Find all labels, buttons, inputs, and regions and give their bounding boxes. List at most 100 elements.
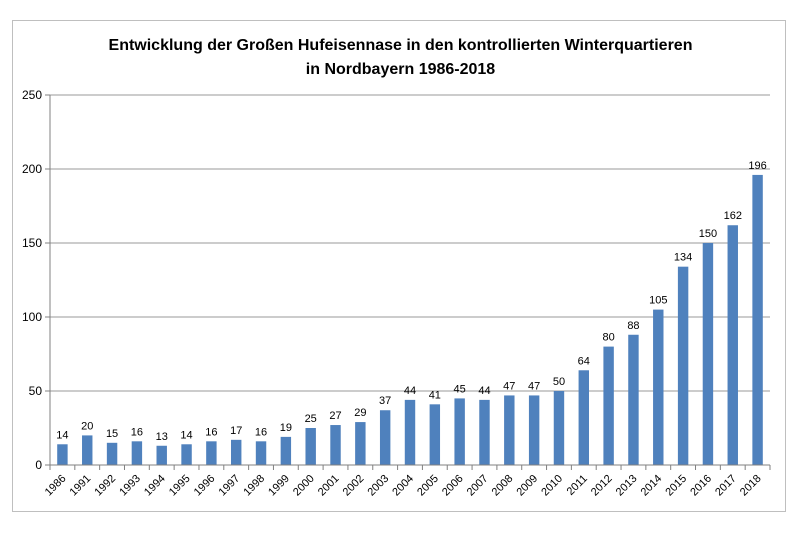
x-tick-label-1997: 1997 <box>217 473 243 499</box>
bar-1986 <box>57 444 68 465</box>
x-tick-label-1994: 1994 <box>142 473 168 499</box>
x-tick-label-2012: 2012 <box>589 473 615 499</box>
data-label-2012: 80 <box>602 332 614 344</box>
chart-title-line-2: in Nordbayern 1986-2018 <box>305 61 496 78</box>
data-label-2004: 44 <box>404 385 416 397</box>
bar-2011 <box>578 370 590 465</box>
x-tick-label-1999: 1999 <box>266 473 292 499</box>
bar-2006 <box>454 398 465 465</box>
x-tick-label-2003: 2003 <box>365 473 391 499</box>
bars <box>57 174 763 466</box>
y-tick-label-250: 250 <box>22 88 42 102</box>
bar-1999 <box>280 436 292 465</box>
x-tick-label-2018: 2018 <box>738 473 764 499</box>
x-tick-label-2017: 2017 <box>713 473 739 499</box>
bar-1991 <box>82 435 93 465</box>
y-tick-label-200: 200 <box>22 162 42 176</box>
data-label-2000: 25 <box>305 413 317 425</box>
bar-1994 <box>156 445 167 465</box>
data-label-2016: 150 <box>699 228 717 240</box>
bar-2005 <box>429 404 441 465</box>
bar-2018 <box>752 174 763 466</box>
x-tick-label-2009: 2009 <box>514 473 540 499</box>
data-labels: 14 20 15 16 13 14 16 17 16 19 25 27 29 37 44 41 45 44 47 47… <box>56 160 766 443</box>
x-tick-label-2005: 2005 <box>415 473 441 499</box>
x-tick-label-2004: 2004 <box>390 473 416 499</box>
bar-2015 <box>677 266 689 465</box>
bar-2013 <box>628 334 639 465</box>
chart-title-line-1: Entwicklung der Großen Hufeisennase in d… <box>108 37 693 54</box>
data-label-2006: 45 <box>454 383 466 395</box>
bar-1993 <box>131 441 143 465</box>
x-tick-label-2016: 2016 <box>688 473 714 499</box>
data-label-2002: 29 <box>354 407 366 419</box>
x-tick-label-1986: 1986 <box>43 473 69 499</box>
bar-2003 <box>379 410 391 465</box>
x-tick-label-2011: 2011 <box>565 473 590 498</box>
bar-2014 <box>653 309 664 465</box>
x-tick-label-1993: 1993 <box>117 473 143 499</box>
data-label-1993: 16 <box>131 426 143 438</box>
data-label-2005: 41 <box>429 389 441 401</box>
bar-2002 <box>355 422 366 465</box>
data-label-2009: 47 <box>528 380 540 392</box>
data-label-2001: 27 <box>329 410 341 422</box>
data-label-2008: 47 <box>503 380 515 392</box>
data-label-1997: 17 <box>230 425 242 437</box>
chart-title: Entwicklung der Großen Hufeisennase in d… <box>0 34 801 82</box>
bar-1998 <box>255 441 267 465</box>
y-tick-label-50: 50 <box>29 384 43 398</box>
bar-2016 <box>702 243 714 465</box>
x-tick-label-2013: 2013 <box>614 473 640 499</box>
bar-1996 <box>206 441 217 465</box>
data-label-1991: 20 <box>81 420 93 432</box>
bar-2017 <box>727 225 738 465</box>
x-tick-label-2014: 2014 <box>639 473 665 499</box>
data-label-2015: 134 <box>674 252 692 264</box>
x-tick-label-1998: 1998 <box>241 473 267 499</box>
data-label-2011: 64 <box>578 355 590 367</box>
data-label-1992: 15 <box>106 428 118 440</box>
x-tick-label-1996: 1996 <box>192 473 218 499</box>
bar-2009 <box>528 395 540 465</box>
y-axis: 0 50 100 150 200 250 <box>22 88 51 472</box>
x-tick-label-2002: 2002 <box>341 473 367 499</box>
bar-1995 <box>181 444 192 465</box>
x-tick-label-2001: 2001 <box>316 473 342 499</box>
bar-2010 <box>553 391 565 465</box>
data-label-1995: 14 <box>180 429 192 441</box>
data-label-2003: 37 <box>379 395 391 407</box>
x-tick-label-2008: 2008 <box>490 473 516 499</box>
bar-2012 <box>603 346 614 465</box>
x-tick-label-2006: 2006 <box>440 473 466 499</box>
data-label-2013: 88 <box>627 320 639 332</box>
x-tick-label-1995: 1995 <box>167 473 193 499</box>
data-label-2014: 105 <box>649 295 667 307</box>
bar-1992 <box>106 442 118 465</box>
x-tick-label-2000: 2000 <box>291 473 317 499</box>
x-axis: 1986 1991 1992 1993 1994 1995 1996 1997 1998 1999… <box>43 464 771 499</box>
bar-2004 <box>404 399 416 465</box>
y-tick-label-150: 150 <box>22 236 42 250</box>
x-tick-label-2015: 2015 <box>663 473 689 499</box>
x-tick-label-1991: 1991 <box>68 473 94 499</box>
data-label-1996: 16 <box>205 426 217 438</box>
data-label-2007: 44 <box>478 385 490 397</box>
data-label-1999: 19 <box>280 422 292 434</box>
y-tick-label-100: 100 <box>22 310 42 324</box>
bar-2007 <box>479 399 490 465</box>
data-label-1998: 16 <box>255 426 267 438</box>
data-label-1994: 13 <box>156 431 168 443</box>
gridlines <box>50 94 770 392</box>
data-label-2018: 196 <box>748 160 766 172</box>
bar-2008 <box>504 395 515 465</box>
x-tick-label-2010: 2010 <box>539 473 565 499</box>
bar-2001 <box>330 425 341 465</box>
bar-1997 <box>230 439 242 465</box>
data-label-2017: 162 <box>724 210 742 222</box>
y-tick-label-0: 0 <box>35 458 42 472</box>
data-label-2010: 50 <box>553 376 565 388</box>
x-tick-label-1992: 1992 <box>92 473 118 499</box>
bar-2000 <box>305 428 316 465</box>
